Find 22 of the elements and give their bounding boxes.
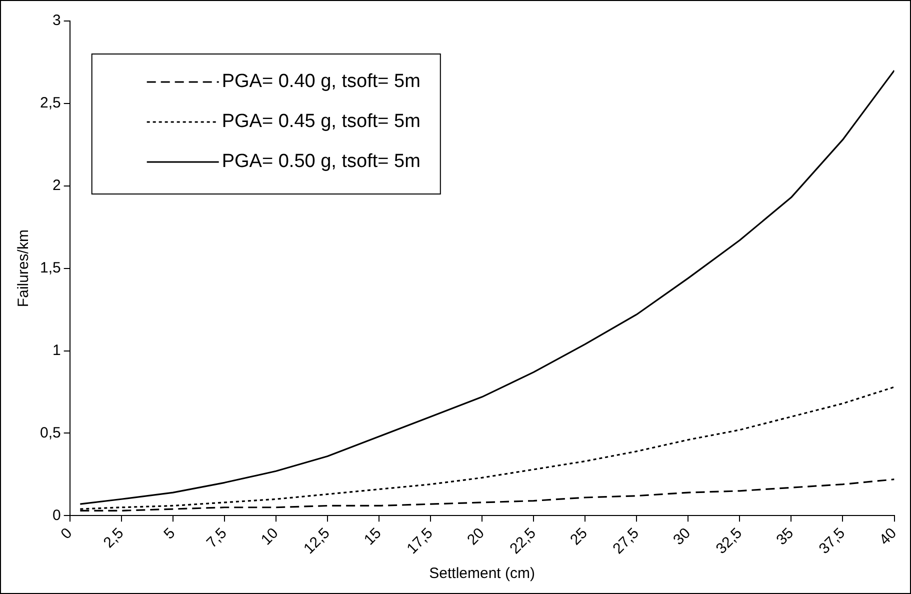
legend-label: PGA= 0.40 g, tsoft= 5m: [222, 71, 420, 92]
x-tick-label: 10: [258, 524, 282, 549]
y-tick-label: 2: [52, 177, 61, 194]
y-tick-label: 1,5: [40, 259, 61, 276]
x-tick-label: 30: [670, 524, 694, 549]
y-tick-label: 3: [52, 12, 61, 30]
x-tick-label: 7,5: [203, 524, 230, 552]
y-tick-label: 0,5: [40, 424, 61, 442]
x-tick-label: 40: [876, 524, 900, 549]
x-tick-label: 25: [567, 524, 591, 549]
x-tick-label: 20: [464, 524, 488, 549]
y-tick-label: 0: [52, 506, 61, 524]
y-tick-label: 1: [52, 342, 61, 359]
x-tick-label: 2,5: [100, 524, 128, 552]
x-tick-label: 35: [773, 524, 797, 549]
x-tick-label: 5: [160, 524, 179, 543]
y-tick-label: 2,5: [40, 94, 61, 112]
legend-label: PGA= 0.50 g, tsoft= 5m: [222, 151, 420, 172]
x-axis-title: Settlement (cm): [429, 565, 535, 582]
legend-label: PGA= 0.45 g, tsoft= 5m: [222, 111, 420, 132]
y-axis-title: Failures/km: [15, 230, 32, 308]
x-tick-label: 15: [360, 524, 385, 549]
